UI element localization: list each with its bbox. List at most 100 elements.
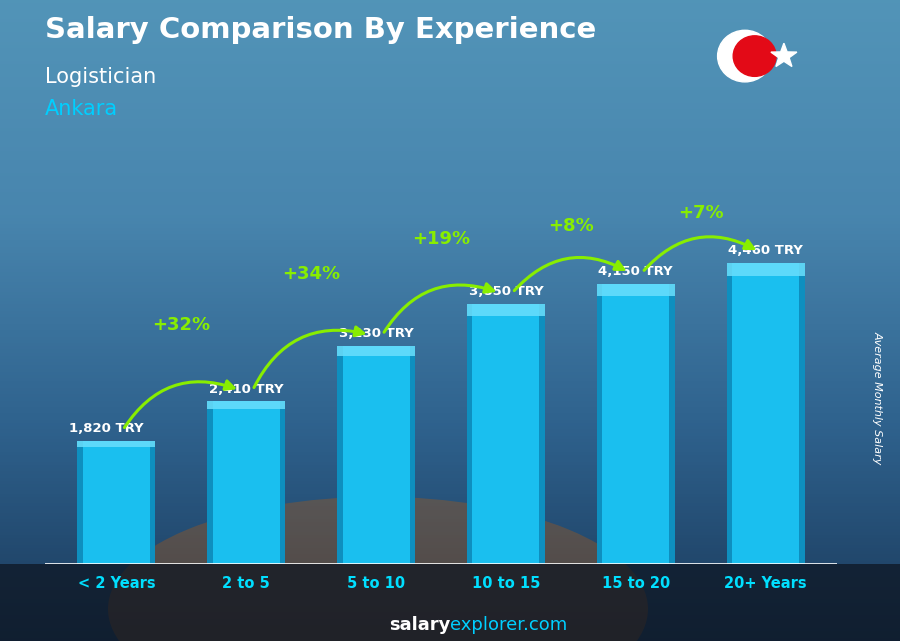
Bar xyxy=(0,147,900,151)
Bar xyxy=(0,609,900,612)
Bar xyxy=(0,631,900,635)
Bar xyxy=(0,42,900,45)
Bar xyxy=(0,417,900,420)
Bar xyxy=(0,426,900,429)
Bar xyxy=(0,170,900,173)
Bar xyxy=(280,401,285,564)
Bar xyxy=(597,283,675,296)
Bar xyxy=(0,372,900,375)
Bar xyxy=(0,365,900,369)
Bar xyxy=(0,433,900,436)
Bar xyxy=(0,462,900,465)
Bar xyxy=(0,442,900,445)
Text: < 2 Years: < 2 Years xyxy=(77,576,155,591)
Text: +8%: +8% xyxy=(548,217,594,235)
Bar xyxy=(0,96,900,99)
Bar xyxy=(0,487,900,490)
Text: 4,150 TRY: 4,150 TRY xyxy=(598,265,673,278)
Bar xyxy=(0,10,900,13)
Bar xyxy=(0,74,900,77)
Bar xyxy=(0,503,900,506)
Bar xyxy=(0,64,900,67)
Bar xyxy=(0,545,900,548)
Bar xyxy=(0,279,900,282)
Bar xyxy=(0,513,900,516)
Bar xyxy=(0,228,900,231)
Bar xyxy=(0,468,900,471)
Bar xyxy=(0,635,900,638)
Bar xyxy=(0,3,900,6)
Bar xyxy=(0,558,900,561)
Bar xyxy=(0,320,900,324)
Bar xyxy=(0,481,900,484)
Bar xyxy=(0,436,900,439)
Bar xyxy=(0,103,900,106)
Text: 5 to 10: 5 to 10 xyxy=(347,576,405,591)
Bar xyxy=(0,356,900,359)
Bar xyxy=(0,22,900,26)
Bar xyxy=(0,154,900,157)
Bar xyxy=(0,13,900,16)
Bar xyxy=(0,638,900,641)
Bar xyxy=(77,441,156,564)
Bar xyxy=(0,516,900,519)
Bar xyxy=(0,474,900,478)
Bar xyxy=(0,375,900,378)
Bar xyxy=(597,283,675,564)
Bar xyxy=(0,54,900,58)
Bar xyxy=(0,282,900,285)
Bar xyxy=(0,288,900,292)
Ellipse shape xyxy=(108,497,648,641)
Bar xyxy=(0,490,900,494)
Bar xyxy=(0,327,900,330)
Bar xyxy=(0,93,900,96)
Bar xyxy=(0,272,900,276)
Bar xyxy=(0,564,900,641)
Bar xyxy=(0,346,900,349)
Bar xyxy=(0,510,900,513)
Bar xyxy=(0,378,900,381)
Bar xyxy=(207,401,285,564)
Bar xyxy=(0,250,900,253)
Bar xyxy=(0,429,900,433)
Bar xyxy=(0,128,900,131)
Bar xyxy=(0,237,900,240)
Bar xyxy=(0,452,900,455)
Bar xyxy=(0,330,900,333)
Bar xyxy=(799,263,805,564)
Bar xyxy=(0,570,900,574)
Bar xyxy=(0,381,900,385)
Bar xyxy=(0,349,900,353)
Bar xyxy=(0,333,900,337)
Bar xyxy=(0,38,900,42)
Bar xyxy=(0,404,900,407)
Bar xyxy=(0,439,900,442)
Text: +19%: +19% xyxy=(412,230,470,248)
Bar xyxy=(0,167,900,170)
Bar xyxy=(0,324,900,327)
Text: 3,230 TRY: 3,230 TRY xyxy=(338,327,413,340)
Bar xyxy=(0,122,900,125)
Bar xyxy=(0,593,900,596)
Bar xyxy=(0,67,900,71)
Bar xyxy=(0,529,900,532)
Polygon shape xyxy=(771,43,796,67)
Text: +7%: +7% xyxy=(678,204,724,222)
Bar xyxy=(338,345,415,564)
Bar xyxy=(0,212,900,215)
Text: explorer.com: explorer.com xyxy=(450,616,567,634)
Circle shape xyxy=(734,36,776,76)
Bar xyxy=(0,369,900,372)
Bar xyxy=(467,304,544,315)
Bar xyxy=(0,413,900,417)
Text: 2 to 5: 2 to 5 xyxy=(222,576,270,591)
Bar xyxy=(0,269,900,272)
Bar xyxy=(726,263,805,564)
Text: +32%: +32% xyxy=(152,316,211,334)
Bar xyxy=(726,263,732,564)
Bar xyxy=(0,196,900,199)
Bar xyxy=(0,253,900,256)
Bar xyxy=(0,599,900,603)
Bar xyxy=(0,48,900,51)
Bar xyxy=(0,423,900,426)
